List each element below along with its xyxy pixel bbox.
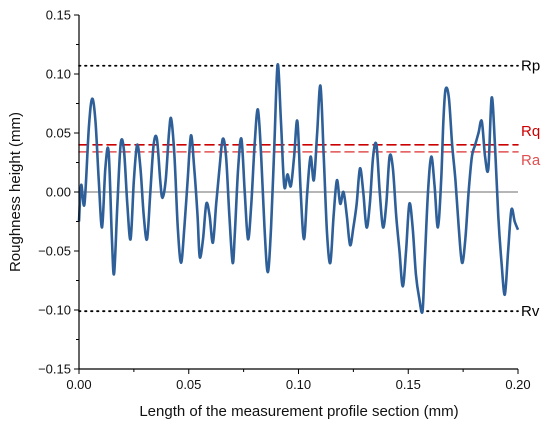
x-tick-label: 0.20 [505,377,530,392]
profile-series [77,63,520,314]
y-tick-label: −0.05 [38,244,71,259]
axes: 0.00 0.05 0.10 0.15 0.20 −0.15 −0.10 −0.05 0.00 0… [38,8,531,393]
x-tick-label: 0.10 [286,377,311,392]
ref-label-rq: Rq [521,123,540,140]
ref-label-ra: Ra [521,152,541,169]
y-tick-label: 0.10 [46,67,71,82]
y-tick-label: 0.05 [46,126,71,141]
series-line-0 [77,63,520,314]
y-tick-label: −0.15 [38,362,71,377]
y-tick-label: 0.00 [46,185,71,200]
reference-lines: Rp Rq Ra Rv [78,58,541,320]
x-axis-title: Length of the measurement profile sectio… [139,403,458,420]
ref-label-rv: Rv [521,303,540,320]
y-tick-label: 0.15 [46,8,71,23]
x-tick-label: 0.15 [396,377,421,392]
y-axis-title: Roughness height (mm) [7,112,24,272]
ref-label-rp: Rp [521,58,540,75]
y-tick-label: −0.10 [38,303,71,318]
x-tick-label: 0.05 [176,377,201,392]
x-tick-label: 0.00 [66,377,91,392]
